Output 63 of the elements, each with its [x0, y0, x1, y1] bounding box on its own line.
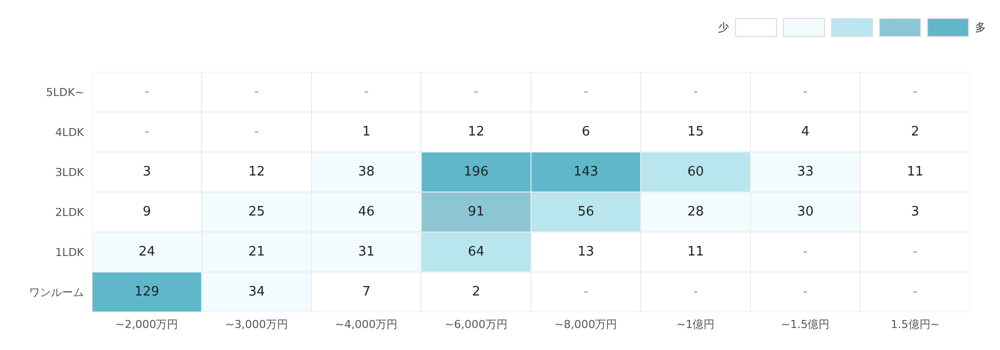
x-tick-label: ~8,000万円 [554, 318, 618, 331]
data-label: 12 [248, 164, 265, 180]
data-label: 64 [468, 244, 484, 260]
y-tick-label: 1LDK [55, 246, 85, 259]
y-tick-label: 5LDK~ [46, 86, 84, 99]
y-tick-label: 4LDK [55, 126, 85, 139]
data-label: 2 [472, 284, 480, 300]
text: - [912, 244, 918, 260]
data-label: 15 [687, 124, 704, 140]
text: - [144, 84, 150, 100]
x-tick-label: ~1.5億円 [781, 318, 830, 331]
data-label: 1 [362, 124, 371, 140]
color-scale: 少 多 [718, 18, 986, 37]
data-label: 38 [358, 164, 375, 180]
text: - [584, 284, 588, 300]
data-label: 28 [687, 204, 704, 220]
text: - [144, 124, 150, 140]
data-label: 11 [906, 164, 924, 180]
data-label: 4 [801, 124, 810, 140]
data-label: 6 [582, 124, 590, 140]
data-label: 12 [468, 124, 484, 140]
x-tick-label: 1.5億円~ [890, 318, 940, 331]
data-label: 2 [910, 124, 920, 140]
text: - [803, 284, 808, 300]
text: - [254, 124, 259, 140]
text: - [803, 244, 808, 260]
x-tick-label: ~3,000万円 [225, 318, 288, 331]
data-label: 25 [248, 204, 265, 220]
text: - [693, 284, 698, 300]
x-tick-label: ~1億円 [676, 318, 715, 331]
y-tick-label: ワンルーム [29, 286, 84, 299]
x-tick-label: ~6,000万円 [444, 318, 508, 331]
x-tick-label: ~2,000万円 [116, 318, 178, 331]
y-tick-label: 2LDK [55, 206, 85, 219]
data-label: 21 [248, 244, 265, 260]
text: - [474, 84, 478, 100]
text: - [693, 84, 698, 100]
data-label: 33 [797, 164, 814, 180]
text: - [584, 84, 588, 100]
data-label: 143 [573, 164, 598, 180]
data-label: 11 [687, 244, 704, 260]
data-label: 9 [142, 204, 152, 220]
data-label: 30 [797, 204, 814, 220]
data-label: 129 [134, 284, 160, 300]
data-label: 7 [362, 284, 371, 300]
y-tick-label: 3LDK [55, 166, 85, 179]
data-label: 3 [910, 204, 920, 220]
data-label: 46 [358, 204, 375, 220]
data-label: 34 [248, 284, 265, 300]
text: - [912, 84, 918, 100]
data-label: 24 [138, 244, 156, 260]
data-label: 196 [464, 164, 489, 180]
text: - [912, 284, 918, 300]
x-tick-label: ~4,000万円 [335, 318, 398, 331]
data-label: 13 [578, 244, 594, 260]
data-label: 91 [468, 204, 484, 220]
text: - [254, 84, 259, 100]
data-label: 3 [142, 164, 152, 180]
data-label: 31 [358, 244, 375, 260]
text: - [803, 84, 808, 100]
data-label: 60 [687, 164, 704, 180]
data-label: 56 [578, 204, 594, 220]
text: - [364, 84, 369, 100]
